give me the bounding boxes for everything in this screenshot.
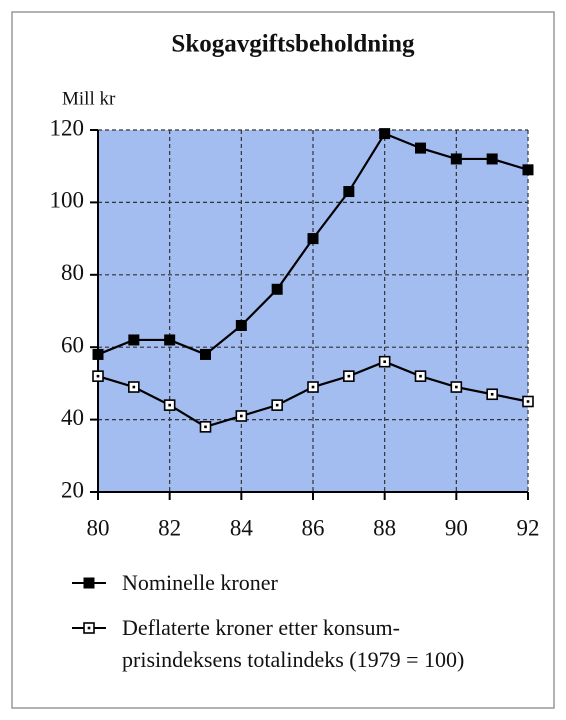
marker-dot [526, 400, 530, 403]
marker [450, 153, 462, 165]
marker-square [450, 153, 462, 165]
legend-label: Nominelle kroner [122, 570, 278, 595]
x-tick-label: 80 [87, 515, 110, 540]
marker-dot [455, 385, 458, 389]
legend-label: Deflaterte kroner etter konsum- prisinde… [122, 615, 465, 672]
marker [235, 410, 248, 422]
marker-square [164, 334, 176, 346]
marker-square [522, 164, 534, 176]
marker [522, 395, 534, 408]
marker [83, 622, 95, 634]
marker-square [200, 348, 211, 360]
marker-square [415, 142, 426, 154]
marker [307, 381, 319, 393]
marker [343, 370, 355, 382]
marker-square [271, 283, 283, 295]
marker-dot [87, 626, 91, 630]
y-tick-label: 60 [61, 332, 84, 357]
marker-square [486, 153, 498, 165]
marker [164, 334, 176, 346]
marker-dot [240, 414, 243, 418]
marker-dot [132, 385, 136, 389]
marker [92, 348, 104, 360]
marker [92, 370, 104, 382]
marker-dot [311, 385, 315, 389]
marker [415, 142, 426, 154]
marker-square [92, 348, 104, 360]
marker-dot [419, 374, 422, 378]
marker-square [235, 319, 247, 331]
marker-square [128, 334, 140, 346]
marker-dot [96, 374, 100, 378]
x-tick-label: 82 [158, 515, 181, 540]
marker [128, 334, 140, 346]
y-axis-label: Mill kr [62, 88, 116, 109]
y-tick-label: 40 [61, 405, 84, 430]
y-tick-label: 80 [61, 260, 84, 285]
marker [343, 186, 355, 198]
marker-square [83, 577, 95, 589]
marker [271, 283, 283, 295]
marker-dot [383, 360, 386, 363]
marker-dot [168, 403, 171, 407]
y-tick-label: 120 [50, 115, 85, 140]
plot-area [98, 130, 528, 492]
marker-square [307, 233, 319, 245]
x-tick-label: 90 [445, 515, 468, 540]
marker [486, 388, 498, 401]
marker [522, 164, 534, 176]
marker-dot [347, 374, 351, 378]
marker [486, 153, 498, 165]
marker [235, 319, 247, 331]
marker-dot [490, 392, 494, 396]
frame [11, 11, 555, 709]
marker [378, 355, 391, 368]
marker-square [379, 128, 391, 140]
x-tick-label: 92 [517, 515, 540, 540]
marker [414, 370, 427, 382]
marker-square [343, 186, 355, 198]
marker [379, 128, 391, 140]
y-tick-label: 100 [50, 188, 85, 213]
marker [200, 348, 211, 360]
x-tick-label: 86 [302, 515, 325, 540]
y-tick-label: 20 [61, 477, 84, 502]
marker [271, 399, 283, 411]
marker-dot [275, 403, 279, 407]
x-tick-label: 88 [373, 515, 396, 540]
marker [163, 399, 176, 411]
marker-dot [204, 425, 207, 429]
marker [83, 577, 95, 589]
chart-title: Skogavgiftsbeholdning [171, 31, 415, 58]
marker [128, 381, 140, 393]
marker [450, 381, 463, 393]
marker [307, 233, 319, 245]
x-tick-label: 84 [230, 515, 254, 540]
marker [199, 421, 212, 433]
